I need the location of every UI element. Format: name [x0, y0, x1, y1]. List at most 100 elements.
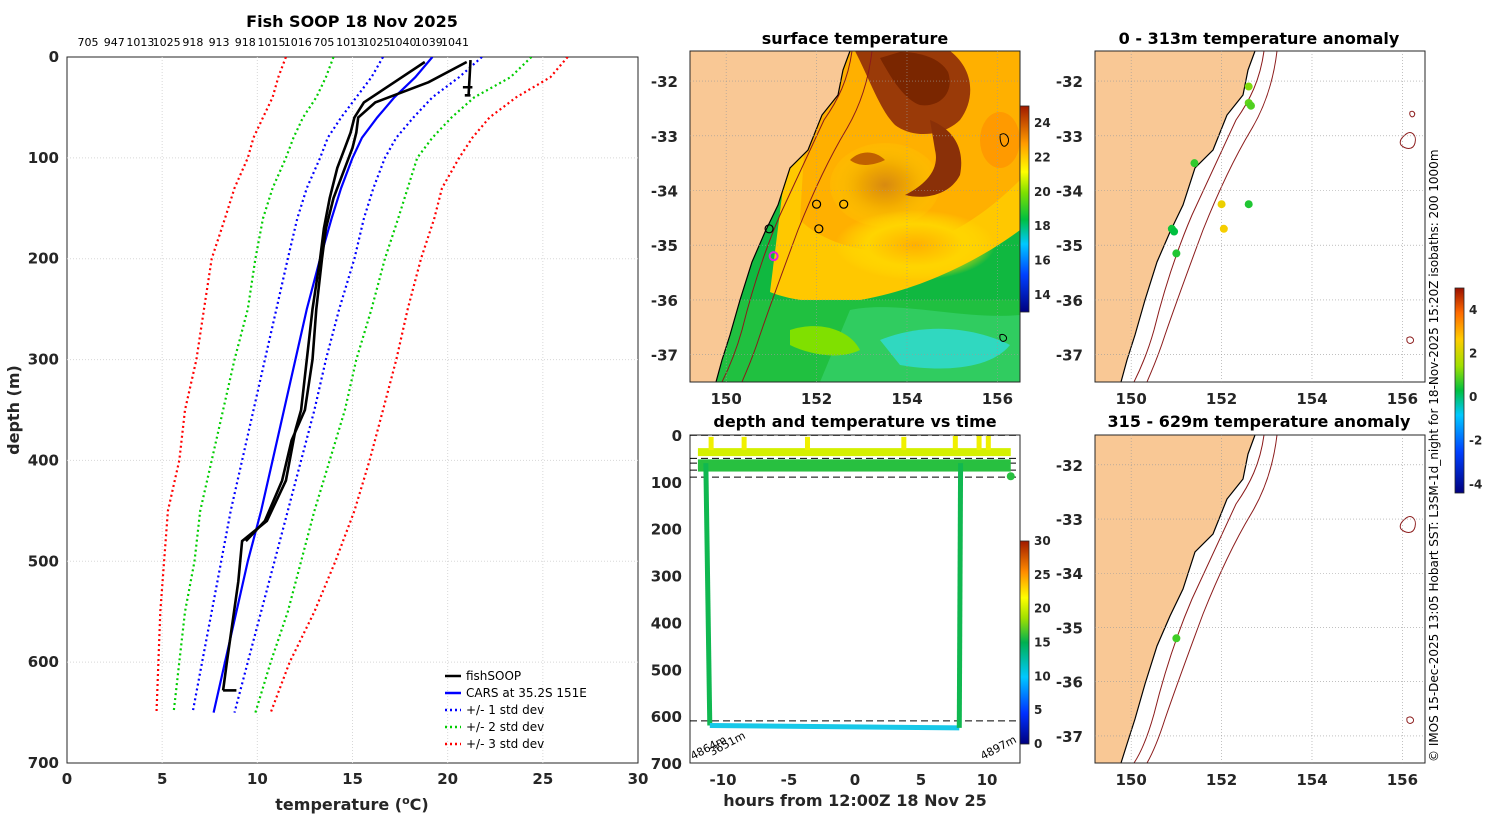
- profile-ytick-600: 600: [28, 653, 59, 671]
- sst-cb-tick-20: 20: [1034, 185, 1051, 199]
- anomaly-upper-axes-box: [1094, 50, 1426, 383]
- legend-1std: +/- 1 std dev: [466, 703, 544, 717]
- depth-time-bottom: [709, 723, 960, 731]
- sst-station-2: [814, 224, 824, 234]
- profile-top-label-7: 1015: [258, 36, 286, 49]
- sst-station-4: [768, 251, 779, 262]
- anomaly-upper-title: 0 - 313m temperature anomaly: [1119, 29, 1400, 48]
- profile-series-1-high: [233, 57, 483, 713]
- profile-series-1-low: [191, 57, 384, 713]
- profile-xtick-15: 15: [342, 770, 363, 788]
- profile-top-label-2: 1013: [126, 36, 154, 49]
- depth-time-ytick-500: 500: [651, 661, 682, 679]
- depth-time-plot: [690, 435, 1020, 731]
- anomaly-upper-xtick-152: 152: [1206, 390, 1237, 408]
- sst-station-3: [764, 224, 774, 234]
- depth-time-ytick-100: 100: [651, 474, 682, 492]
- sst-ytick--33: -33: [651, 128, 678, 146]
- legend-fishsoop: fishSOOP: [466, 669, 521, 683]
- legend-cars: CARS at 35.2S 151E: [466, 686, 587, 700]
- anomaly-upper-point-4: [1217, 200, 1226, 209]
- profile-ytick-100: 100: [28, 149, 59, 167]
- profile-top-label-0: 705: [78, 36, 99, 49]
- anomaly-lower-ticks: 150 152 154 156 -32 -33 -34 -35 -36 -37: [1056, 457, 1418, 789]
- anomaly-cb-tick-0: 0: [1469, 390, 1477, 404]
- profile-xtick-30: 30: [628, 770, 649, 788]
- anomaly-upper-xtick-156: 156: [1387, 390, 1418, 408]
- sst-title: surface temperature: [762, 29, 949, 48]
- depth-time-colorbar: [1019, 540, 1030, 745]
- profile-top-label-1: 947: [104, 36, 125, 49]
- sst-ytick--32: -32: [651, 73, 678, 91]
- depth-time-ytick-0: 0: [672, 427, 682, 445]
- depth-time-cb-tick-30: 30: [1034, 534, 1051, 548]
- depth-time-cb-tick-20: 20: [1034, 602, 1051, 616]
- anomaly-upper-points: [1167, 82, 1255, 258]
- depth-time-spike-0: [708, 436, 714, 450]
- depth-time-xtick-5: 5: [916, 771, 926, 789]
- depth-time-ytick-600: 600: [651, 708, 682, 726]
- profile-top-label-4: 918: [182, 36, 203, 49]
- sst-ytick--35: -35: [651, 237, 678, 255]
- depth-time-descent: [703, 463, 713, 726]
- profile-top-label-8: 1016: [284, 36, 312, 49]
- depth-time-colorbar-ticks: 0 5 10 15 20 25 30: [1034, 534, 1051, 751]
- sst-station-1: [839, 199, 849, 209]
- depth-time-xtick--10: -10: [709, 771, 736, 789]
- profile-title: Fish SOOP 18 Nov 2025: [246, 12, 458, 31]
- profile-xlabel: temperature (oC): [275, 794, 428, 814]
- anomaly-upper-ytick--32: -32: [1056, 73, 1083, 91]
- anomaly-lower-point-0: [1172, 634, 1181, 643]
- anomaly-lower-xtick-156: 156: [1387, 771, 1418, 789]
- credit-text: © IMOS 15-Dec-2025 13:05 Hobart SST: L3S…: [1427, 149, 1441, 762]
- profile-top-label-5: 913: [209, 36, 230, 49]
- profile-series-2-high: [254, 57, 533, 713]
- profile-ytick-500: 500: [28, 552, 59, 570]
- anomaly-lower-map: [1095, 435, 1425, 763]
- anomaly-lower-title: 315 - 629m temperature anomaly: [1108, 412, 1411, 431]
- profile-xtick-0: 0: [62, 770, 72, 788]
- profile-ylabel: depth (m): [4, 365, 23, 455]
- profile-top-label-9: 705: [313, 36, 334, 49]
- anomaly-lower-xtick-154: 154: [1296, 771, 1327, 789]
- depth-time-spike-5: [976, 435, 982, 450]
- profile-xtick-25: 25: [532, 770, 553, 788]
- sst-colorbar: [1019, 105, 1030, 313]
- anomaly-upper-point-5: [1244, 200, 1253, 209]
- sst-xtick-154: 154: [891, 390, 922, 408]
- profile-lines: [155, 57, 569, 713]
- legend-2std: +/- 2 std dev: [466, 720, 544, 734]
- land-mask: [690, 51, 850, 382]
- depth-time-title: depth and temperature vs time: [713, 412, 996, 431]
- depth-time-axes-box: [689, 434, 1021, 764]
- anomaly-upper-point-0: [1244, 82, 1253, 91]
- anomaly-cb-tick--4: -4: [1469, 477, 1482, 491]
- sst-grid: [690, 51, 1020, 382]
- profile-ytick-400: 400: [28, 451, 59, 469]
- anomaly-colorbar: [1454, 287, 1465, 494]
- sst-station-0: [811, 199, 822, 209]
- anomaly-lower-ytick--33: -33: [1056, 511, 1083, 529]
- anomaly-upper-point-2: [1246, 101, 1255, 110]
- depth-time-xtick--5: -5: [781, 771, 798, 789]
- anomaly-lower-ytick--36: -36: [1056, 674, 1083, 692]
- depth-time-ytick-400: 400: [651, 614, 682, 632]
- depth-time-spike-3: [901, 436, 907, 450]
- anomaly-lower-ytick--34: -34: [1056, 565, 1083, 583]
- sst-xtick-152: 152: [801, 390, 832, 408]
- anomaly-upper-ytick--36: -36: [1056, 292, 1083, 310]
- sst-ytick--34: -34: [651, 183, 678, 201]
- depth-time-green-band: [697, 459, 1011, 472]
- profile-top-label-14: 1041: [441, 36, 469, 49]
- anomaly-upper-ytick--34: -34: [1056, 183, 1083, 201]
- sst-ytick--37: -37: [651, 347, 678, 365]
- depth-time-ytick-300: 300: [651, 568, 682, 586]
- anomaly-upper-panel: 0 - 313m temperature anomaly 150 152 154 15…: [1056, 29, 1426, 408]
- anomaly-upper-point-3: [1190, 159, 1199, 168]
- profile-xtick-5: 5: [157, 770, 167, 788]
- anomaly-upper-point-8: [1170, 227, 1179, 236]
- profile-legend: fishSOOP CARS at 35.2S 151E +/- 1 std de…: [445, 669, 587, 751]
